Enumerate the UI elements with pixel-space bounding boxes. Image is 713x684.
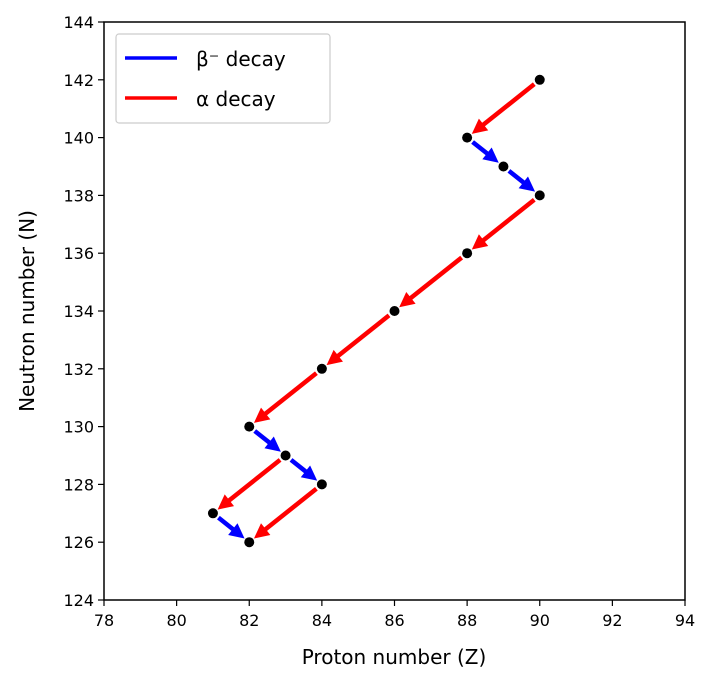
alpha-decay-arrow xyxy=(217,458,282,510)
alpha-decay-arrow xyxy=(326,313,391,366)
legend-label-beta-decay: β⁻ decay xyxy=(196,47,286,71)
beta-decay-arrow-head xyxy=(518,176,536,192)
y-axis-ticks: 124 126 128 130 132 134 136 138 140 142 144 xyxy=(63,13,104,610)
alpha-decay-arrow-head xyxy=(217,494,235,510)
x-tick-label: 92 xyxy=(602,611,622,630)
x-tick-label: 86 xyxy=(384,611,404,630)
nuclide-point xyxy=(498,161,509,172)
alpha-decay-arrow-shaft xyxy=(480,82,536,128)
x-tick-label: 80 xyxy=(166,611,186,630)
alpha-decay-arrow xyxy=(253,486,318,539)
beta-decay-arrow-head xyxy=(264,436,281,452)
alpha-decay-arrow-shaft xyxy=(480,197,536,244)
alpha-decay-arrow-shaft xyxy=(407,255,464,301)
beta-decay-arrow-shaft xyxy=(507,169,527,186)
nuclide-point xyxy=(389,306,400,316)
alpha-decay-arrow xyxy=(471,197,536,250)
beta-decay-arrow xyxy=(507,169,536,192)
alpha-decay-arrow-head xyxy=(471,234,489,250)
nuclide-point xyxy=(462,132,473,143)
alpha-decay-arrow-shaft xyxy=(262,371,318,417)
alpha-decay-arrow xyxy=(253,371,318,423)
nuclide-point xyxy=(280,450,291,461)
nuclide-point xyxy=(534,190,545,201)
x-tick-label: 84 xyxy=(312,611,332,630)
nuclide-point xyxy=(316,363,327,374)
x-axis-ticks: 78 80 82 84 86 88 90 92 94 xyxy=(94,600,695,630)
y-tick-label: 134 xyxy=(63,302,94,321)
alpha-decay-arrow-head xyxy=(471,118,489,134)
alpha-decay-arrow xyxy=(399,255,464,308)
beta-decay-arrow-head xyxy=(228,523,245,539)
y-tick-label: 126 xyxy=(63,533,94,552)
beta-decay-arrow xyxy=(471,140,499,163)
beta-decay-arrow-head xyxy=(300,465,318,481)
beta-decay-arrow-head xyxy=(482,147,499,163)
beta-decay-arrow-shaft xyxy=(253,429,273,446)
y-tick-label: 128 xyxy=(63,475,94,494)
alpha-decay-arrow-head xyxy=(326,349,343,366)
alpha-decay-arrow-shaft xyxy=(226,458,282,504)
x-tick-label: 94 xyxy=(675,611,695,630)
y-tick-label: 142 xyxy=(63,71,94,90)
x-tick-label: 82 xyxy=(239,611,259,630)
x-tick-label: 88 xyxy=(457,611,477,630)
plot-marks xyxy=(207,74,545,548)
beta-decay-arrow-shaft xyxy=(289,458,309,475)
x-axis-label: Proton number (Z) xyxy=(302,645,487,669)
legend-label-alpha-decay: α decay xyxy=(196,87,276,111)
alpha-decay-arrow-shaft xyxy=(262,486,318,533)
beta-decay-arrow xyxy=(217,515,245,539)
x-tick-label: 90 xyxy=(530,611,550,630)
beta-decay-arrow-shaft xyxy=(217,515,236,533)
y-tick-label: 132 xyxy=(63,360,94,379)
y-axis-label: Neutron number (N) xyxy=(15,210,39,412)
y-tick-label: 124 xyxy=(63,591,94,610)
y-tick-label: 130 xyxy=(63,418,94,437)
nuclide-point xyxy=(534,74,545,85)
alpha-decay-arrow-head xyxy=(253,407,271,423)
nuclide-point xyxy=(316,479,327,490)
nuclide-point xyxy=(244,537,255,548)
y-tick-label: 144 xyxy=(63,13,94,32)
alpha-decay-arrow-shaft xyxy=(335,313,391,359)
nuclide-point xyxy=(207,508,218,519)
y-tick-label: 136 xyxy=(63,244,94,263)
alpha-decay-arrow-head xyxy=(399,292,416,308)
beta-decay-arrow xyxy=(253,429,281,452)
x-tick-label: 78 xyxy=(94,611,114,630)
y-tick-label: 138 xyxy=(63,186,94,205)
nuclide-point xyxy=(244,421,255,432)
alpha-decay-arrow xyxy=(471,82,536,134)
nuclide-point xyxy=(462,248,473,259)
beta-decay-arrow xyxy=(289,458,318,481)
legend: β⁻ decay α decay xyxy=(115,33,331,124)
y-tick-label: 140 xyxy=(63,129,94,148)
alpha-decay-arrow-head xyxy=(253,523,271,539)
beta-decay-arrow-shaft xyxy=(471,140,490,157)
